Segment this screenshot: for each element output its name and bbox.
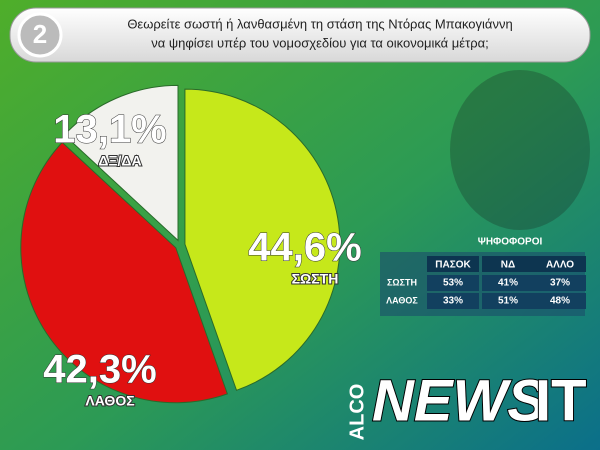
category-label: ΔΞ/ΔΑ: [98, 153, 141, 169]
table-header: ΑΛΛΟ: [546, 260, 574, 271]
table-header-cell: [482, 256, 534, 272]
table-header: ΝΔ: [501, 260, 515, 271]
table-cell: [427, 275, 479, 291]
table-row-label: ΣΩΣΤΗ: [387, 277, 417, 287]
table-cell-text: 37%: [550, 278, 570, 289]
photo-shadow: [450, 70, 590, 230]
table-header-cell: [534, 256, 586, 272]
table-cell-text: 51%: [498, 296, 518, 307]
logo-name: NEWS: [372, 368, 546, 433]
table-cell-text: 48%: [550, 296, 570, 307]
table-cell: [427, 293, 479, 309]
table-cell-text: 33%: [443, 296, 463, 307]
badge-number: 2: [33, 19, 47, 49]
table-cell: [534, 293, 586, 309]
logo-prefix: ALCO: [346, 384, 368, 441]
header-bar: [9, 7, 591, 63]
category-label: ΣΩΣΤΗ: [292, 271, 339, 287]
header-line: να ψηφίσει υπέρ του νομοσχεδίου για τα ο…: [151, 35, 489, 50]
badge: [17, 12, 63, 58]
header-line: Θεωρείτε σωστή ή λανθασμένη τη στάση της…: [127, 16, 512, 31]
table-cell: [482, 293, 534, 309]
table-cell: [534, 275, 586, 291]
value-label: 42,3%: [43, 348, 156, 392]
table-cell-text: 53%: [443, 278, 463, 289]
table-header: ΠΑΣΟΚ: [435, 260, 471, 271]
table-header-cell: [427, 256, 479, 272]
pie-slice: [63, 84, 179, 242]
table-cell-text: 41%: [498, 278, 518, 289]
logo-suffix: IT: [535, 368, 587, 433]
pie-slice: [184, 88, 341, 391]
category-label: ΛΑΘΟΣ: [85, 393, 134, 409]
value-label: 13,1%: [53, 108, 166, 152]
value-label: 44,6%: [248, 226, 361, 270]
table-row-label: ΛΑΘΟΣ: [386, 295, 418, 305]
table-title: ΨΗΦΟΦΟΡΟΙ: [478, 237, 543, 248]
pie-slice: [20, 141, 229, 404]
table-cell: [482, 275, 534, 291]
